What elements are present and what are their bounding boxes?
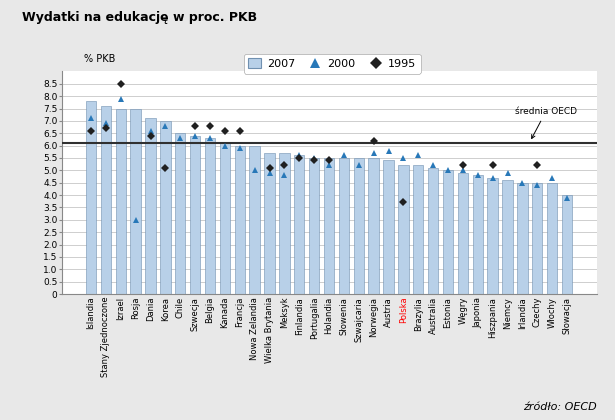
Bar [264,153,275,294]
Bar [190,136,200,294]
Bar [175,133,186,294]
Bar [517,183,528,294]
Bar [562,195,572,294]
Legend: 2007, 2000, 1995: 2007, 2000, 1995 [244,54,421,74]
Bar [145,118,156,294]
Bar [354,158,364,294]
Bar [339,158,349,294]
Bar [502,180,513,294]
Text: Wydatki na edukację w proc. PKB: Wydatki na edukację w proc. PKB [22,10,256,24]
Bar [86,101,96,294]
Bar [160,121,170,294]
Bar [324,158,334,294]
Bar [532,183,542,294]
Bar [294,155,304,294]
Bar [472,175,483,294]
Bar [279,153,290,294]
Bar [398,165,408,294]
Bar [368,158,379,294]
Bar [443,171,453,294]
Text: źródło: OECD: źródło: OECD [523,402,597,412]
Bar [101,106,111,294]
Bar [413,165,424,294]
Bar [428,168,438,294]
Bar [220,143,230,294]
Bar [383,160,394,294]
Bar [234,146,245,294]
Bar [547,183,557,294]
Bar [116,108,126,294]
Text: średnia OECD: średnia OECD [515,107,577,139]
Text: % PKB: % PKB [84,54,115,64]
Bar [205,138,215,294]
Bar [458,173,468,294]
Bar [488,178,498,294]
Bar [309,158,319,294]
Bar [250,146,260,294]
Bar [130,108,141,294]
